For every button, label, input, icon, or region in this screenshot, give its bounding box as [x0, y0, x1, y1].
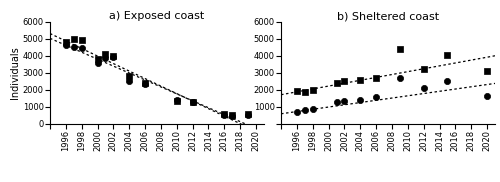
Point: [420, 67, 428, 70]
Point: [301, 91, 309, 94]
Point: [110, 54, 118, 57]
Point: [372, 95, 380, 98]
Point: [293, 110, 301, 113]
Point: [228, 114, 236, 117]
Point: [78, 38, 86, 41]
Point: [78, 47, 86, 50]
Point: [372, 76, 380, 79]
Point: [309, 108, 317, 111]
Point: [483, 70, 491, 73]
Point: [444, 80, 452, 83]
Point: [301, 109, 309, 112]
Point: [483, 94, 491, 97]
Title: b) Sheltered coast: b) Sheltered coast: [337, 11, 439, 21]
Point: [356, 78, 364, 81]
Point: [102, 56, 110, 59]
Point: [70, 46, 78, 49]
Point: [340, 99, 348, 102]
Point: [62, 41, 70, 44]
Point: [396, 48, 404, 50]
Point: [444, 54, 452, 56]
Point: [188, 100, 196, 103]
Point: [102, 53, 110, 56]
Point: [396, 76, 404, 79]
Point: [188, 101, 196, 104]
Point: [141, 82, 149, 85]
Title: a) Exposed coast: a) Exposed coast: [110, 11, 204, 21]
Point: [125, 80, 133, 83]
Point: [62, 43, 70, 46]
Point: [220, 113, 228, 116]
Point: [309, 88, 317, 91]
Point: [141, 82, 149, 84]
Point: [94, 61, 102, 64]
Point: [110, 55, 118, 58]
Point: [125, 75, 133, 78]
Point: [173, 99, 181, 102]
Point: [220, 113, 228, 116]
Point: [94, 58, 102, 61]
Point: [332, 100, 340, 103]
Point: [293, 90, 301, 93]
Point: [356, 98, 364, 101]
Point: [244, 113, 252, 116]
Point: [244, 113, 252, 116]
Point: [332, 82, 340, 84]
Y-axis label: Individuals: Individuals: [10, 46, 20, 99]
Point: [340, 80, 348, 83]
Point: [70, 37, 78, 40]
Point: [173, 99, 181, 102]
Point: [420, 87, 428, 90]
Point: [228, 114, 236, 117]
